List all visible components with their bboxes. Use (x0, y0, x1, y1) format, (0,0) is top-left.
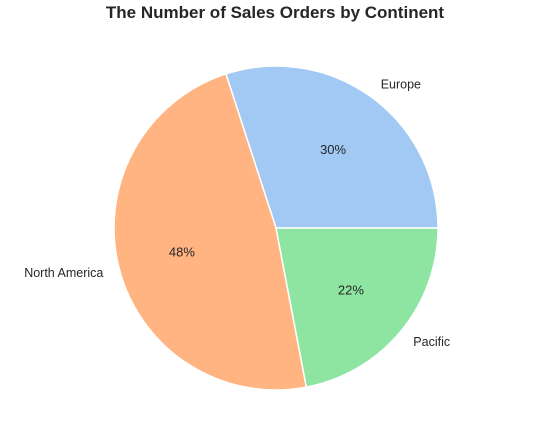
pie-slice-europe (224, 65, 439, 229)
percent-label-europe: 30% (320, 142, 346, 157)
category-labels: Europe North America Pacific (24, 77, 450, 349)
percent-labels: 30% 48% 22% (169, 142, 364, 298)
category-label-pacific: Pacific (413, 335, 450, 349)
category-label-north-america: North America (24, 266, 103, 280)
chart-title: The Number of Sales Orders by Continent (106, 3, 445, 22)
percent-label-north-america: 48% (169, 245, 195, 260)
pie-slices (113, 65, 439, 391)
percent-label-pacific: 22% (338, 283, 364, 298)
pie-slice-pacific (275, 227, 439, 389)
category-label-europe: Europe (381, 77, 421, 91)
pie-slice-north-america (113, 72, 308, 391)
